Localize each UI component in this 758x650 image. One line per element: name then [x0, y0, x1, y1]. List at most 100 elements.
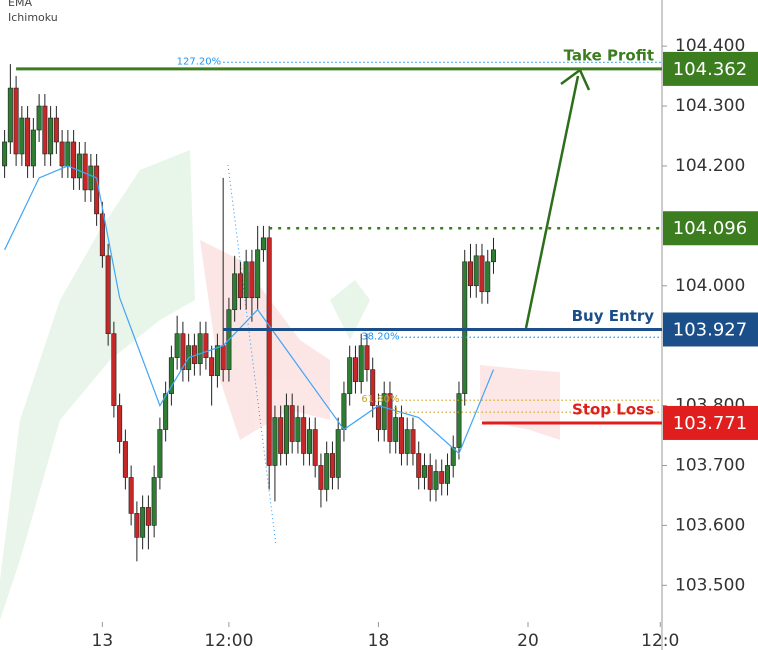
candle-body: [398, 417, 404, 454]
candle-body: [479, 255, 485, 293]
candle-body: [145, 507, 151, 526]
x-tick-label: 18: [368, 631, 390, 650]
candle-body: [13, 87, 19, 155]
price-box: [663, 405, 758, 440]
x-tick-label: 12:0: [641, 631, 679, 650]
candle-body: [381, 393, 387, 430]
candle-body: [237, 273, 243, 299]
candle-body: [76, 153, 82, 179]
candle-body: [335, 429, 341, 478]
candle-body: [180, 333, 186, 370]
candle-body: [214, 345, 220, 376]
x-tick-label: 13: [92, 631, 114, 650]
candle-body: [128, 477, 134, 514]
candle-body: [301, 417, 307, 454]
candle-body: [444, 465, 450, 484]
candle-body: [243, 261, 249, 299]
candle-body: [352, 357, 358, 382]
fib-label: 1: [393, 406, 399, 417]
price-box: [663, 51, 758, 86]
candle-body: [157, 429, 163, 478]
price-label: 103.771: [673, 413, 747, 434]
candle-body: [324, 453, 330, 490]
ichimoku-legend: Ichimoku: [8, 11, 58, 24]
x-tick-label: 20: [517, 631, 539, 650]
candle-body: [318, 465, 324, 490]
arrow-shaft: [524, 75, 580, 329]
candle-body: [490, 249, 496, 263]
candle-body: [25, 117, 31, 167]
y-tick-label: 103.600: [675, 515, 745, 535]
candle-body: [427, 465, 433, 490]
candle-body: [404, 429, 410, 454]
candle-body: [249, 261, 255, 299]
candle-body: [71, 141, 77, 179]
level-name: Buy Entry: [572, 307, 655, 325]
candle-body: [2, 141, 8, 167]
y-tick-label: 104.400: [675, 36, 745, 56]
price-label: 104.362: [673, 59, 747, 80]
candle-body: [312, 429, 318, 466]
candle-body: [65, 141, 71, 167]
price-box: [663, 211, 758, 246]
candle-body: [151, 477, 157, 526]
cloud-green-2: [330, 280, 370, 340]
candle-body: [232, 273, 238, 311]
candle-body: [7, 87, 13, 143]
candle-body: [168, 357, 174, 394]
candle-body: [278, 417, 284, 454]
candle-body: [174, 333, 180, 358]
candle-body: [105, 255, 111, 334]
candle-body: [439, 471, 445, 484]
candle-body: [209, 357, 215, 376]
candle-body: [272, 417, 278, 466]
candle-body: [485, 261, 491, 293]
y-tick-label: 104.000: [675, 276, 745, 296]
cloud-green: [0, 150, 195, 620]
candle-body: [295, 417, 301, 442]
candle-body: [220, 345, 226, 370]
ichimoku-cloud: [0, 150, 560, 620]
candle-body: [163, 393, 169, 430]
price-label: 103.927: [673, 319, 747, 340]
candle-body: [42, 105, 48, 155]
candle-body: [255, 249, 261, 299]
x-tick-label: 12:00: [204, 631, 253, 650]
candle-body: [410, 429, 416, 454]
candle-body: [48, 117, 54, 155]
candle-body: [329, 453, 335, 478]
candle-body: [358, 345, 364, 382]
fib-label: 61.80%: [361, 394, 399, 405]
candle-body: [456, 393, 462, 448]
candle-body: [393, 417, 399, 442]
candle-body: [387, 393, 393, 442]
candle-body: [289, 405, 295, 442]
y-tick-label: 103.500: [675, 575, 745, 595]
cloud-red: [200, 240, 330, 440]
candle-body: [88, 165, 94, 191]
y-tick-label: 104.200: [675, 156, 745, 176]
price-label: 104.096: [673, 218, 747, 239]
candle-body: [462, 261, 468, 394]
candle-body: [450, 447, 456, 466]
level-name: Stop Loss: [572, 400, 654, 418]
candle-body: [306, 429, 312, 454]
candle-body: [30, 129, 36, 167]
candle-body: [111, 333, 117, 406]
candle-body: [467, 261, 473, 287]
candle-body: [53, 117, 59, 143]
candle-body: [59, 141, 65, 167]
candle-body: [134, 513, 140, 538]
y-tick-label: 103.700: [675, 455, 745, 475]
candle-body: [197, 333, 203, 364]
candle-body: [341, 393, 347, 430]
y-tick-label: 104.300: [675, 96, 745, 116]
candle-body: [364, 345, 370, 370]
candle-body: [19, 117, 25, 155]
candle-body: [203, 333, 209, 358]
fib-label: 38.20%: [361, 331, 399, 342]
candle-body: [117, 405, 123, 442]
candle-body: [433, 471, 439, 490]
candle-body: [99, 213, 105, 257]
